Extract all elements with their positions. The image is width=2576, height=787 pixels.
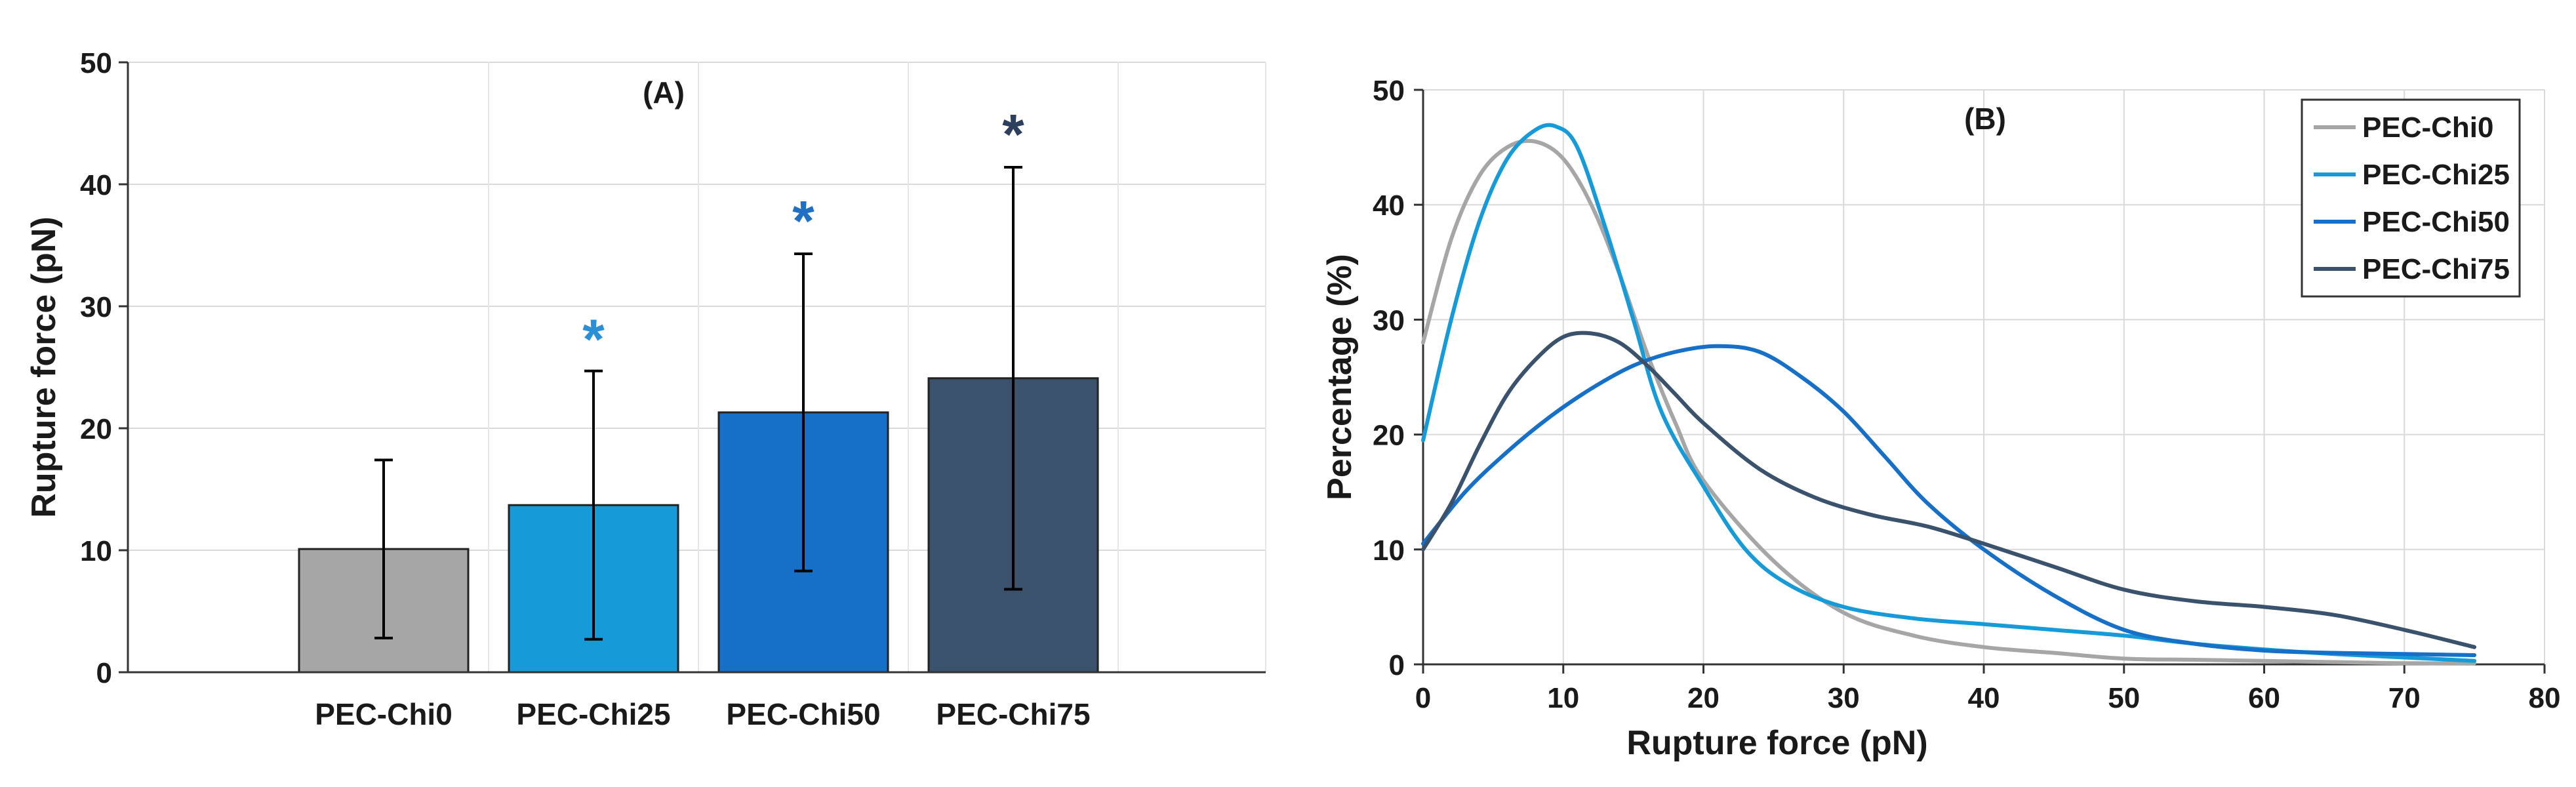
y-axis-title: Rupture force (pN) <box>25 216 63 517</box>
x-axis-title: Rupture force (pN) <box>1626 724 1927 762</box>
x-category-label: PEC-Chi50 <box>726 697 880 731</box>
y-tick-label: 20 <box>80 413 112 445</box>
y-tick-label: 0 <box>96 657 112 689</box>
y-tick-label: 30 <box>80 291 112 323</box>
x-tick-label: 40 <box>1968 682 2000 714</box>
legend-box <box>2301 98 2521 298</box>
panel-a-bar-chart: 0 10 20 30 40 50 PEC-Chi0 PEC-Chi25 PEC-Chi50 PEC… <box>25 47 1266 731</box>
y-axis-title: Percentage (%) <box>1321 254 1359 500</box>
x-category-label: PEC-Chi0 <box>315 697 453 731</box>
x-category-label: PEC-Chi25 <box>516 697 670 731</box>
y-tick-label: 20 <box>1373 420 1405 452</box>
legend-label: PEC-Chi25 <box>2362 159 2510 191</box>
x-tick-label: 50 <box>2108 682 2140 714</box>
legend: PEC-Chi0 PEC-Chi25 PEC-Chi50 PEC-Chi75 <box>2301 98 2521 298</box>
legend-label: PEC-Chi0 <box>2362 111 2493 144</box>
significance-marker: * <box>1002 103 1024 166</box>
panel-label: (A) <box>643 75 685 110</box>
y-tick-label: 50 <box>1373 75 1405 107</box>
series-line <box>1421 344 2477 657</box>
significance-marker: * <box>582 308 605 371</box>
legend-label: PEC-Chi50 <box>2362 206 2510 238</box>
x-category-label: PEC-Chi75 <box>936 697 1090 731</box>
significance-marker: * <box>792 190 815 252</box>
y-tick-label: 30 <box>1373 304 1405 336</box>
series-line <box>1421 331 2477 649</box>
x-tick-label: 60 <box>2248 682 2280 714</box>
y-tick-label: 50 <box>80 47 112 79</box>
x-tick-label: 10 <box>1547 682 1579 714</box>
y-tick-label: 10 <box>80 535 112 567</box>
legend-label: PEC-Chi75 <box>2362 253 2510 285</box>
y-tick-label: 10 <box>1373 535 1405 567</box>
x-tick-label: 70 <box>2388 682 2421 714</box>
y-tick-label: 40 <box>1373 190 1405 222</box>
x-tick-label: 30 <box>1828 682 1860 714</box>
y-tick-label: 0 <box>1389 649 1405 681</box>
x-tick-label: 0 <box>1415 682 1431 714</box>
y-tick-label: 40 <box>80 169 112 201</box>
series-line <box>1421 138 2477 666</box>
panel-label: (B) <box>1964 102 2006 136</box>
x-tick-label: 80 <box>2529 682 2561 714</box>
x-tick-label: 20 <box>1687 682 1720 714</box>
panel-b-line-chart: 0 10 20 30 40 50 60 70 80 0 10 20 30 40 50 (B) Rupture f… <box>1321 75 2560 762</box>
